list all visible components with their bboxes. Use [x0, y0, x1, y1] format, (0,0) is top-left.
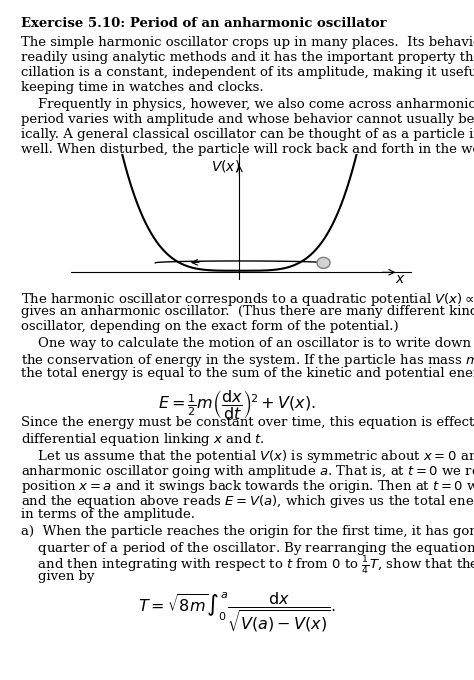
Text: The simple harmonic oscillator crops up in many places.  Its behavior can be stu: The simple harmonic oscillator crops up …	[21, 36, 474, 49]
Circle shape	[317, 257, 330, 269]
Text: $x$: $x$	[395, 271, 406, 286]
Text: anharmonic oscillator going with amplitude $a$. That is, at $t = 0$ we release i: anharmonic oscillator going with amplitu…	[21, 463, 474, 480]
Text: $T = \sqrt{8m}\int_0^a \dfrac{\mathrm{d}x}{\sqrt{V(a)-V(x)}}.$: $T = \sqrt{8m}\int_0^a \dfrac{\mathrm{d}…	[138, 590, 336, 634]
Text: given by: given by	[21, 570, 95, 583]
Text: the total energy is equal to the sum of the kinetic and potential energies thus:: the total energy is equal to the sum of …	[21, 367, 474, 380]
Text: ically. A general classical oscillator can be thought of as a particle in a conc: ically. A general classical oscillator c…	[21, 128, 474, 141]
Text: and the equation above reads $E = V(a)$, which gives us the total energy of the : and the equation above reads $E = V(a)$,…	[21, 493, 474, 510]
Text: the conservation of energy in the system. If the particle has mass $m$ and posit: the conservation of energy in the system…	[21, 352, 474, 369]
Text: Since the energy must be constant over time, this equation is effectively a (non: Since the energy must be constant over t…	[21, 416, 474, 429]
Text: $E = \frac{1}{2}m\left(\dfrac{\mathrm{d}x}{\mathrm{d}t}\right)^{\!2} + V(x).$: $E = \frac{1}{2}m\left(\dfrac{\mathrm{d}…	[158, 388, 316, 421]
Text: period varies with amplitude and whose behavior cannot usually be calculated ana: period varies with amplitude and whose b…	[21, 113, 474, 126]
Text: The harmonic oscillator corresponds to a quadratic potential $V(x) \propto x^2$.: The harmonic oscillator corresponds to a…	[21, 290, 474, 310]
Text: quarter of a period of the oscillator. By rearranging the equation above for $\m: quarter of a period of the oscillator. B…	[21, 540, 474, 557]
Text: Exercise 5.10: Period of an anharmonic oscillator: Exercise 5.10: Period of an anharmonic o…	[21, 17, 387, 30]
Text: cillation is a constant, independent of its amplitude, making it useful, for ins: cillation is a constant, independent of …	[21, 66, 474, 79]
Text: keeping time in watches and clocks.: keeping time in watches and clocks.	[21, 81, 264, 94]
Text: readily using analytic methods and it has the important property that its period: readily using analytic methods and it ha…	[21, 51, 474, 64]
Text: One way to calculate the motion of an oscillator is to write down the equation f: One way to calculate the motion of an os…	[21, 337, 474, 350]
Text: gives an anharmonic oscillator.  (Thus there are many different kinds of anharmo: gives an anharmonic oscillator. (Thus th…	[21, 305, 474, 318]
Text: differential equation linking $x$ and $t$.: differential equation linking $x$ and $t…	[21, 431, 265, 448]
Text: oscillator, depending on the exact form of the potential.): oscillator, depending on the exact form …	[21, 320, 399, 333]
Text: well. When disturbed, the particle will rock back and forth in the well:: well. When disturbed, the particle will …	[21, 143, 474, 156]
Text: and then integrating with respect to $t$ from $0$ to $\frac{1}{4}T$, show that t: and then integrating with respect to $t$…	[21, 555, 474, 577]
Text: a)  When the particle reaches the origin for the first time, it has gone through: a) When the particle reaches the origin …	[21, 525, 474, 538]
Text: in terms of the amplitude.: in terms of the amplitude.	[21, 508, 195, 521]
Text: $V(x)$: $V(x)$	[211, 158, 240, 174]
Text: position $x = a$ and it swings back towards the origin. Then at $t = 0$ we have : position $x = a$ and it swings back towa…	[21, 478, 474, 495]
Text: Let us assume that the potential $V(x)$ is symmetric about $x = 0$ and let us se: Let us assume that the potential $V(x)$ …	[21, 448, 474, 465]
Text: Frequently in physics, however, we also come across anharmonic oscillators, whos: Frequently in physics, however, we also …	[21, 98, 474, 111]
